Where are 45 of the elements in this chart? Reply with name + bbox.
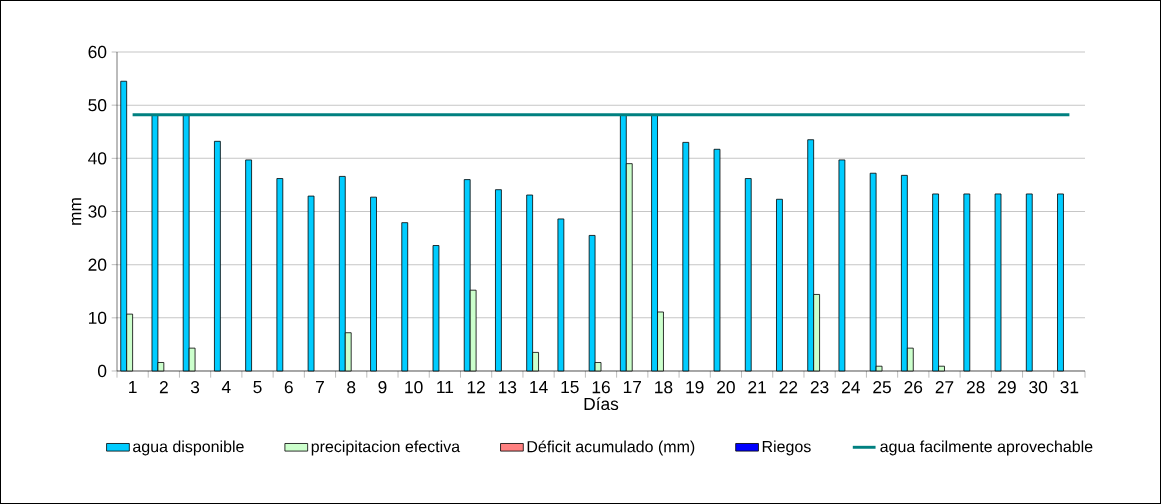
x-tick-label: 10: [405, 381, 423, 394]
x-tick-label: 18: [655, 381, 673, 394]
x-tick-label: 15: [561, 381, 579, 394]
x-tick-label: 9: [378, 381, 387, 394]
x-tick-label: 1: [129, 381, 137, 393]
x-tick-label: 19: [686, 381, 704, 394]
x-tick-label: 13: [499, 381, 517, 394]
legend-label: agua facilmente aprovechable: [880, 440, 1093, 456]
x-tick-label: 3: [190, 381, 200, 394]
x-tick-label: 20: [717, 381, 735, 394]
x-tick-label: 22: [779, 381, 798, 394]
x-tick-label: 27: [935, 381, 954, 394]
y-tick-label: 50: [88, 99, 107, 112]
x-tick-label: 24: [842, 381, 860, 394]
x-tick-label: 26: [904, 381, 923, 394]
x-tick-label: 31: [1060, 381, 1079, 394]
x-tick-label: 5: [253, 381, 262, 394]
y-tick-label: 40: [88, 152, 107, 165]
x-tick-label: 28: [966, 381, 985, 394]
x-tick-label: 23: [810, 381, 829, 394]
legend-label: Riegos: [762, 440, 811, 456]
x-tick-label: 17: [623, 381, 641, 393]
x-tick-label: 14: [530, 381, 548, 393]
x-tick-label: 30: [1029, 381, 1048, 394]
y-tick-label: 60: [88, 45, 107, 59]
y-tick-label: 20: [88, 258, 107, 271]
x-tick-label: 2: [159, 381, 168, 394]
y-tick-label: 30: [88, 205, 107, 218]
x-tick-label: 16: [592, 381, 610, 394]
y-tick-label: 0: [97, 364, 107, 378]
x-axis-title: Días: [584, 397, 619, 411]
x-tick-label: 11: [437, 381, 454, 393]
x-tick-label: 29: [998, 381, 1016, 394]
legend-label: Déficit acumulado (mm): [527, 440, 695, 456]
x-tick-label: 21: [748, 381, 766, 394]
x-tick-label: 25: [873, 381, 891, 394]
x-tick-label: 8: [347, 381, 356, 394]
y-axis-title: mm: [71, 198, 82, 225]
legend-label: agua disponible: [133, 440, 244, 456]
x-tick-label: 7: [316, 381, 324, 393]
x-tick-label: 6: [284, 381, 293, 394]
y-tick-label: 10: [89, 311, 107, 324]
legend-label: precipitacion efectiva: [311, 440, 461, 456]
x-tick-label: 12: [467, 381, 485, 394]
x-tick-label: 4: [221, 381, 231, 393]
